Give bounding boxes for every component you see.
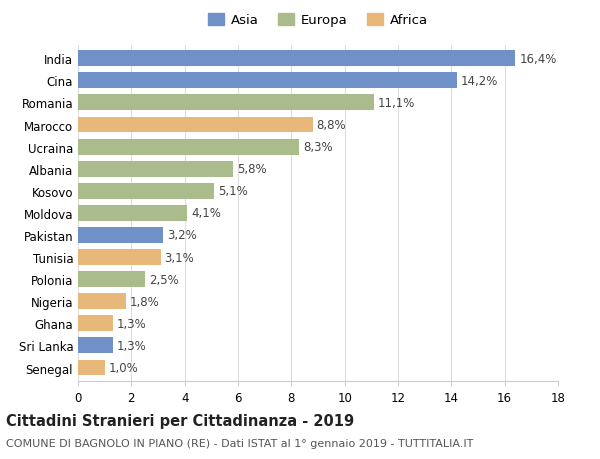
Text: 8,3%: 8,3% — [304, 141, 333, 154]
Text: 1,8%: 1,8% — [130, 295, 160, 308]
Bar — [78, 118, 313, 133]
Text: 16,4%: 16,4% — [520, 53, 557, 66]
Text: 5,1%: 5,1% — [218, 185, 248, 198]
Bar — [78, 294, 126, 309]
Bar — [78, 228, 163, 243]
Legend: Asia, Europa, Africa: Asia, Europa, Africa — [203, 9, 433, 33]
Text: 1,3%: 1,3% — [116, 317, 146, 330]
Text: 2,5%: 2,5% — [149, 273, 178, 286]
Text: COMUNE DI BAGNOLO IN PIANO (RE) - Dati ISTAT al 1° gennaio 2019 - TUTTITALIA.IT: COMUNE DI BAGNOLO IN PIANO (RE) - Dati I… — [6, 438, 473, 448]
Text: 1,3%: 1,3% — [116, 339, 146, 352]
Text: 11,1%: 11,1% — [378, 97, 415, 110]
Bar — [78, 140, 299, 155]
Text: 14,2%: 14,2% — [461, 75, 498, 88]
Bar — [78, 272, 145, 287]
Bar — [78, 73, 457, 89]
Bar — [78, 51, 515, 67]
Text: 3,1%: 3,1% — [164, 251, 194, 264]
Text: Cittadini Stranieri per Cittadinanza - 2019: Cittadini Stranieri per Cittadinanza - 2… — [6, 413, 354, 428]
Bar — [78, 95, 374, 111]
Bar — [78, 360, 104, 375]
Bar — [78, 338, 113, 353]
Text: 1,0%: 1,0% — [109, 361, 139, 374]
Bar — [78, 316, 113, 331]
Text: 8,8%: 8,8% — [317, 119, 346, 132]
Bar — [78, 162, 233, 177]
Bar — [78, 250, 161, 265]
Text: 5,8%: 5,8% — [236, 163, 266, 176]
Bar — [78, 184, 214, 199]
Text: 4,1%: 4,1% — [191, 207, 221, 220]
Bar — [78, 206, 187, 221]
Text: 3,2%: 3,2% — [167, 229, 197, 242]
